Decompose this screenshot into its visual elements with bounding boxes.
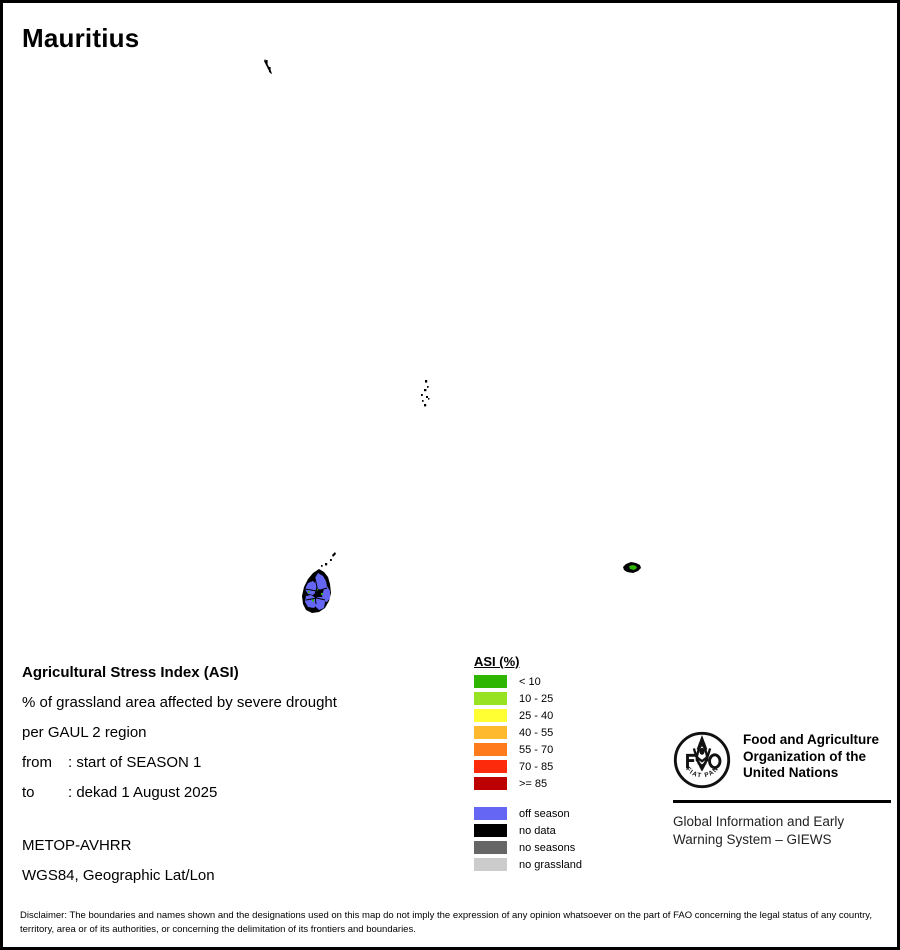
caption-technical-block: METOP-AVHRR WGS84, Geographic Lat/Lon (22, 831, 452, 891)
giews-line-1: Global Information and Early (673, 814, 845, 829)
disclaimer-text: Disclaimer: The boundaries and names sho… (20, 910, 872, 935)
fao-header: FIAT PANIS Food and Agriculture Organiza… (673, 731, 893, 789)
fao-org-line-2: Organization of the (743, 748, 866, 764)
caption-description: % of grassland area affected by severe d… (22, 694, 337, 711)
legend-swatch-status-1 (474, 824, 507, 837)
legend-label-status-2: no seasons (519, 841, 576, 854)
caption-period-from: from : start of SEASON 1 (22, 748, 452, 778)
fao-divider (673, 800, 891, 803)
legend-swatch-asi-5 (474, 760, 507, 773)
legend-swatch-asi-1 (474, 692, 507, 705)
legend-row[interactable]: 55 - 70 (474, 741, 644, 758)
fao-logo-icon: FIAT PANIS (673, 731, 731, 789)
legend-swatch-asi-6 (474, 777, 507, 790)
legend-label-status-0: off season (519, 807, 570, 820)
legend-row[interactable]: 10 - 25 (474, 690, 644, 707)
legend-title: ASI (%) (474, 654, 520, 669)
caption-heading: Agricultural Stress Index (ASI) (22, 664, 239, 681)
legend-label-asi-1: 10 - 25 (519, 692, 554, 705)
legend-swatch-asi-2 (474, 709, 507, 722)
legend-label-asi-6: >= 85 (519, 777, 548, 790)
legend-label-status-3: no grassland (519, 858, 582, 871)
map-feature-mauritius-main-island[interactable] (302, 552, 336, 613)
caption-region: per GAUL 2 region (22, 724, 147, 741)
caption-from-value: : start of SEASON 1 (68, 754, 202, 771)
page-title: Mauritius (22, 23, 140, 53)
legend-label-asi-3: 40 - 55 (519, 726, 554, 739)
giews-system-name: Global Information and Early Warning Sys… (673, 813, 893, 849)
giews-line-2: Warning System – GIEWS (673, 832, 832, 847)
legend-row[interactable]: no grassland (474, 856, 644, 873)
legend-row[interactable]: no seasons (474, 839, 644, 856)
legend-row[interactable]: >= 85 (474, 775, 644, 792)
caption-projection: WGS84, Geographic Lat/Lon (22, 867, 215, 884)
legend-label-asi-2: 25 - 40 (519, 709, 554, 722)
legend-swatch-asi-3 (474, 726, 507, 739)
legend-row[interactable]: 70 - 85 (474, 758, 644, 775)
fao-org-line-3: United Nations (743, 765, 839, 780)
legend-row[interactable]: 40 - 55 (474, 724, 644, 741)
caption-period-to: to : dekad 1 August 2025 (22, 778, 452, 808)
legend-label-asi-5: 70 - 85 (519, 760, 554, 773)
map-canvas[interactable] (3, 3, 897, 947)
legend-row[interactable]: 25 - 40 (474, 707, 644, 724)
caption-to-key: to (22, 784, 35, 801)
caption-sensor: METOP-AVHRR (22, 837, 132, 854)
legend-spacer (474, 792, 644, 805)
legend-label-asi-4: 55 - 70 (519, 743, 554, 756)
legend-swatch-asi-0 (474, 675, 507, 688)
map-feature-cargados-carajos-shoals[interactable] (421, 380, 430, 407)
legend-label-asi-0: < 10 (519, 675, 541, 688)
legend: ASI (%) < 10 10 - 25 25 - 40 40 - 55 55 … (474, 655, 644, 873)
caption-from-key: from (22, 754, 52, 771)
legend-swatch-asi-4 (474, 743, 507, 756)
fao-org-line-1: Food and Agriculture (743, 732, 879, 747)
legend-row[interactable]: no data (474, 822, 644, 839)
legend-swatch-status-0 (474, 807, 507, 820)
caption-block: Agricultural Stress Index (ASI) % of gra… (22, 658, 452, 808)
map-feature-agalega-islands[interactable] (264, 59, 272, 74)
legend-swatch-status-3 (474, 858, 507, 871)
legend-row[interactable]: < 10 (474, 673, 644, 690)
legend-row[interactable]: off season (474, 805, 644, 822)
map-feature-rodrigues-island[interactable] (623, 562, 641, 573)
caption-to-value: : dekad 1 August 2025 (68, 784, 218, 801)
fao-branding-block: FIAT PANIS Food and Agriculture Organiza… (673, 731, 893, 849)
legend-swatch-status-2 (474, 841, 507, 854)
legend-label-status-1: no data (519, 824, 556, 837)
fao-organization-name: Food and Agriculture Organization of the… (743, 731, 879, 782)
